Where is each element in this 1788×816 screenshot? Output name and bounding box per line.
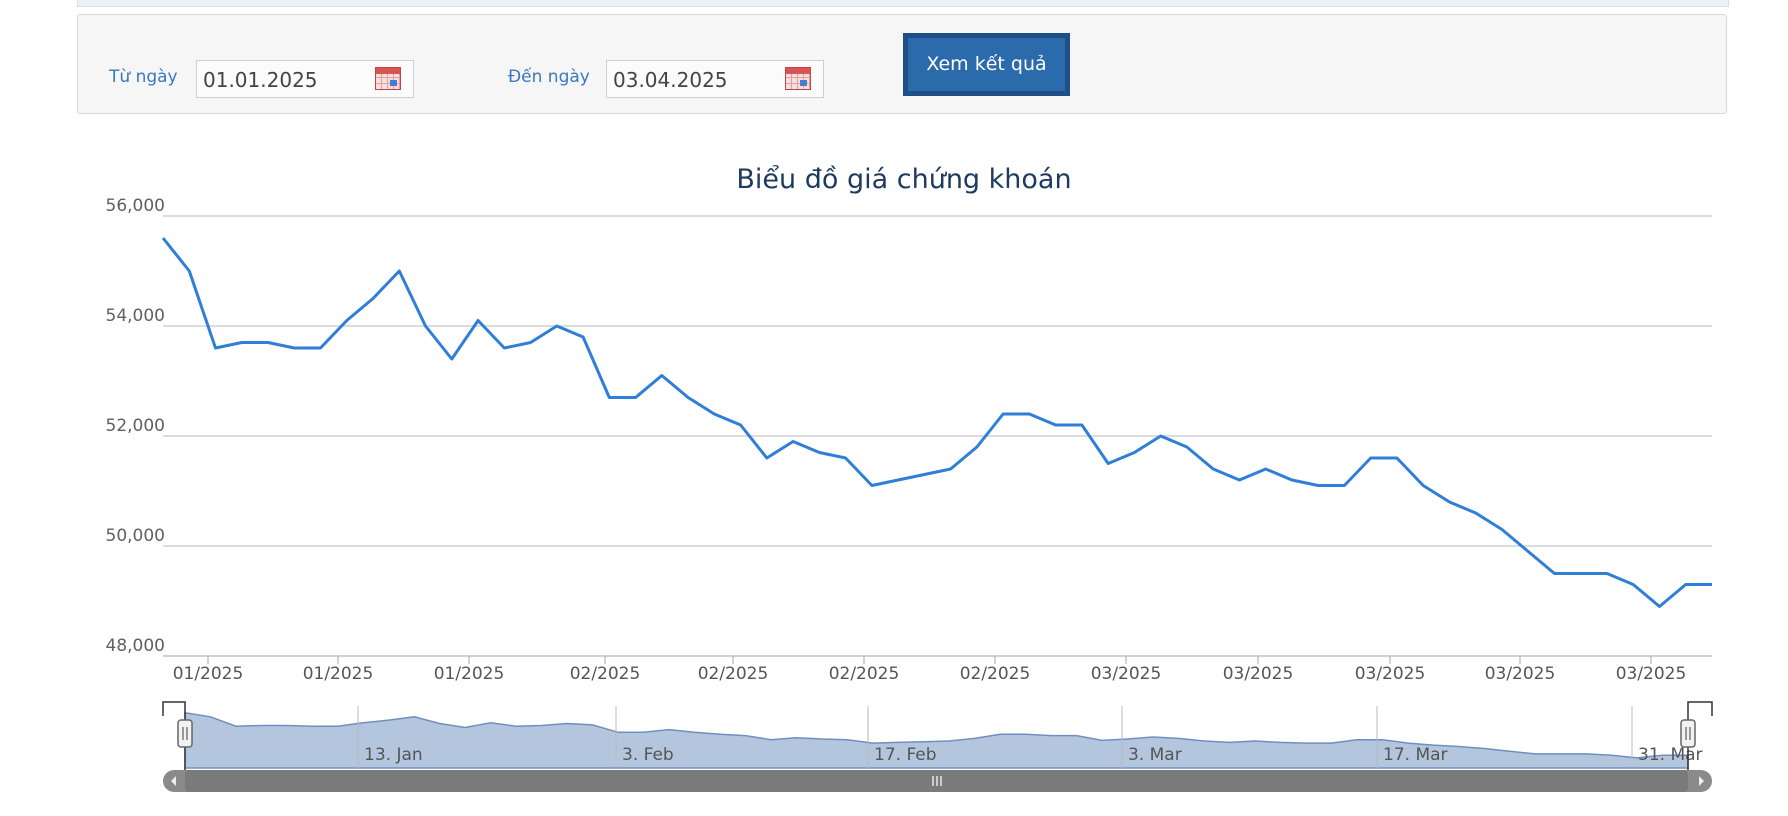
x-tick-label: 02/2025 xyxy=(960,664,1031,684)
x-tick-label: 01/2025 xyxy=(303,664,374,684)
from-date-field[interactable]: 01.01.2025 xyxy=(196,60,414,98)
navigator-label: 13. Jan xyxy=(364,745,423,765)
calendar-icon[interactable] xyxy=(785,67,811,90)
from-date-label: Từ ngày xyxy=(109,67,178,87)
x-tick-label: 03/2025 xyxy=(1485,664,1556,684)
x-tick-label: 03/2025 xyxy=(1091,664,1162,684)
navigator-label: 31. Mar xyxy=(1638,745,1703,765)
to-date-field[interactable]: 03.04.2025 xyxy=(606,60,824,98)
view-results-button[interactable]: Xem kết quả xyxy=(903,33,1070,96)
x-tick-label: 01/2025 xyxy=(434,664,505,684)
x-axis-labels: 01/2025 01/2025 01/2025 02/2025 02/2025 02/20… xyxy=(173,656,1687,684)
scroll-right-icon[interactable] xyxy=(1699,776,1704,786)
chart-title: Biểu đồ giá chứng khoán xyxy=(736,164,1072,195)
top-strip xyxy=(77,0,1729,7)
x-tick-label: 02/2025 xyxy=(570,664,641,684)
y-tick-label: 48,000 xyxy=(106,636,165,656)
navigator-label: 17. Mar xyxy=(1383,745,1448,765)
navigator-label: 17. Feb xyxy=(874,745,937,765)
x-tick-label: 01/2025 xyxy=(173,664,244,684)
from-date-value: 01.01.2025 xyxy=(203,68,318,92)
navigator-label: 3. Feb xyxy=(622,745,674,765)
y-tick-label: 50,000 xyxy=(106,526,165,546)
y-tick-label: 54,000 xyxy=(106,306,165,326)
navigator: 13. Jan 3. Feb 17. Feb 3. Mar 17. Mar 31. Mar xyxy=(162,701,1713,792)
chart-grid xyxy=(163,215,1712,657)
navigator-handle[interactable] xyxy=(177,719,193,748)
navigator-area xyxy=(184,711,1689,769)
calendar-icon[interactable] xyxy=(375,67,401,90)
y-axis-labels: 56,000 54,000 52,000 50,000 48,000 xyxy=(106,196,165,656)
x-tick-label: 03/2025 xyxy=(1223,664,1294,684)
y-tick-label: 52,000 xyxy=(106,416,165,436)
x-tick-label: 02/2025 xyxy=(829,664,900,684)
x-tick-label: 03/2025 xyxy=(1355,664,1426,684)
x-tick-label: 03/2025 xyxy=(1616,664,1687,684)
to-date-value: 03.04.2025 xyxy=(613,68,728,92)
date-filter-panel: Từ ngày 01.01.2025 Đến ngày 03.04.2025 xyxy=(77,14,1727,114)
to-date-label: Đến ngày xyxy=(508,67,590,87)
y-tick-label: 56,000 xyxy=(106,196,165,216)
navigator-label: 3. Mar xyxy=(1128,745,1182,765)
scroll-left-icon[interactable] xyxy=(171,776,176,786)
price-series-line xyxy=(161,237,1712,608)
navigator-handle[interactable] xyxy=(1680,719,1696,748)
x-tick-label: 02/2025 xyxy=(698,664,769,684)
